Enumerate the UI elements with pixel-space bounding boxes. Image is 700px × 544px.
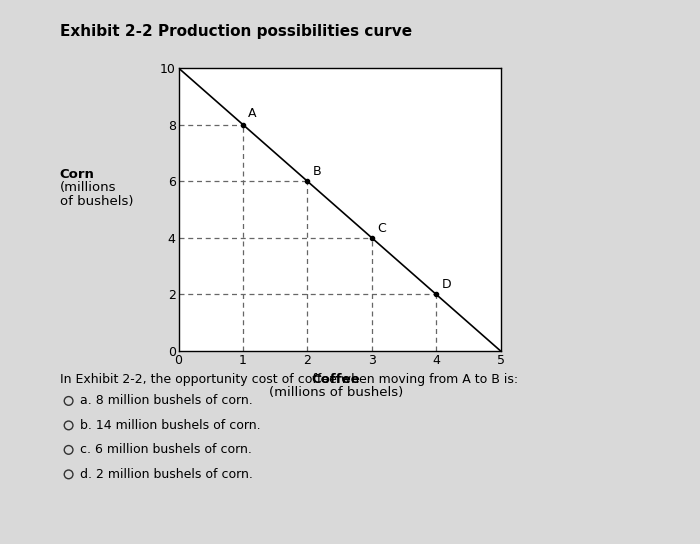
Text: of bushels): of bushels) (60, 195, 133, 208)
Text: In Exhibit 2-2, the opportunity cost of coffee when moving from A to B is:: In Exhibit 2-2, the opportunity cost of … (60, 373, 517, 386)
Text: Exhibit 2-2 Production possibilities curve: Exhibit 2-2 Production possibilities cur… (60, 24, 412, 40)
Text: C: C (377, 222, 386, 235)
Text: B: B (312, 165, 321, 178)
Text: b. 14 million bushels of corn.: b. 14 million bushels of corn. (80, 419, 261, 432)
Text: (millions of bushels): (millions of bushels) (269, 386, 403, 399)
Text: D: D (441, 279, 451, 292)
Text: a. 8 million bushels of corn.: a. 8 million bushels of corn. (80, 394, 253, 407)
Text: Coffee: Coffee (312, 373, 360, 386)
Text: Corn: Corn (60, 168, 94, 181)
Text: (millions: (millions (60, 181, 116, 194)
Text: c. 6 million bushels of corn.: c. 6 million bushels of corn. (80, 443, 253, 456)
Text: A: A (248, 107, 257, 120)
Text: d. 2 million bushels of corn.: d. 2 million bushels of corn. (80, 468, 253, 481)
